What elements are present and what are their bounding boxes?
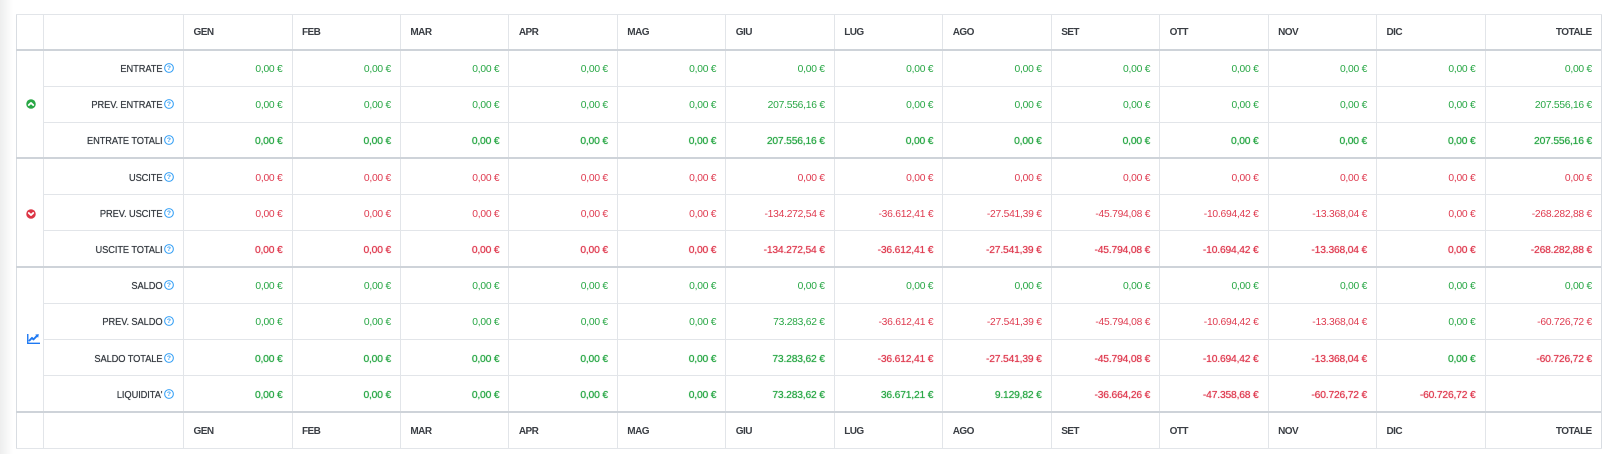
svg-text:?: ? — [167, 138, 171, 145]
svg-text:?: ? — [167, 319, 171, 326]
svg-text:?: ? — [167, 101, 171, 108]
svg-text:?: ? — [167, 391, 171, 398]
svg-text:?: ? — [167, 210, 171, 217]
svg-text:?: ? — [167, 174, 171, 181]
svg-text:?: ? — [167, 355, 171, 362]
svg-text:?: ? — [167, 65, 171, 72]
svg-text:?: ? — [167, 246, 171, 253]
svg-text:?: ? — [167, 282, 171, 289]
